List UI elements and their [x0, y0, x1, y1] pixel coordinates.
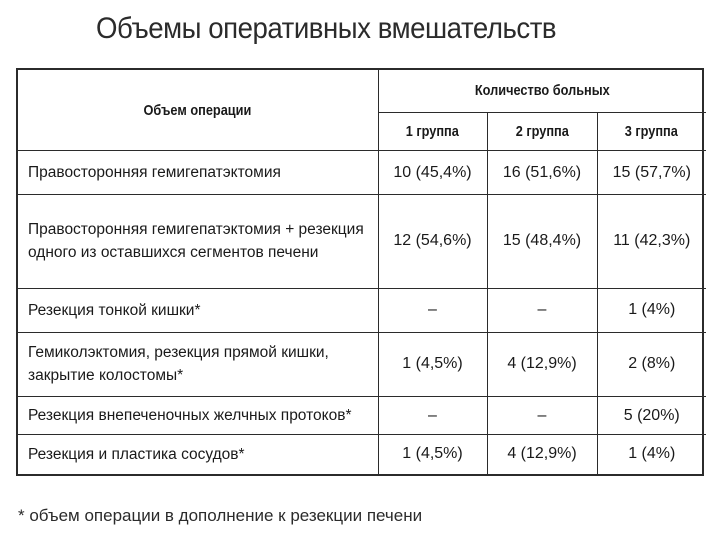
group-3-value: 1 (4%) [596, 433, 707, 474]
operations-table-frame: Объем операции Количество больных 1 груп… [16, 68, 707, 476]
operation-column-header: Объем операции [18, 70, 379, 152]
group-2-value: – [486, 287, 598, 333]
group-2-header: 2 группа [486, 111, 598, 152]
footnote: * объем операции в дополнение к резекции… [18, 506, 423, 525]
patient-count-header: Количество больных [377, 70, 707, 113]
operation-cell: Правосторонняя гемигепатэктомия + резекц… [18, 194, 379, 289]
page-title: Объемы оперативных вмешательств [96, 12, 557, 45]
table-row: Резекция внепеченочных желчных протоков*… [18, 396, 707, 435]
table-row: Гемиколэктомия, резекция прямой кишки, з… [18, 331, 707, 398]
table-row: Правосторонняя гемигепатэктомия 10 (45,4… [18, 150, 707, 196]
table-row: Правосторонняя гемигепатэктомия + резекц… [18, 194, 707, 289]
group-2-value: 4 (12,9%) [486, 331, 598, 398]
table-row: Резекция тонкой кишки* – – 1 (4%) [18, 287, 707, 333]
group-1-value: 10 (45,4%) [377, 150, 488, 196]
operation-cell: Правосторонняя гемигепатэктомия [18, 150, 379, 196]
operation-cell: Гемиколэктомия, резекция прямой кишки, з… [18, 331, 379, 398]
group-3-value: 15 (57,7%) [596, 150, 707, 196]
group-2-value: 4 (12,9%) [486, 433, 598, 474]
group-1-value: – [377, 287, 488, 333]
operation-cell: Резекция тонкой кишки* [18, 287, 379, 333]
group-3-header: 3 группа [596, 111, 707, 152]
group-2-value: 15 (48,4%) [486, 194, 598, 289]
group-3-value: 5 (20%) [596, 396, 707, 435]
group-1-value: 1 (4,5%) [377, 433, 488, 474]
group-1-value: 12 (54,6%) [377, 194, 488, 289]
group-3-value: 2 (8%) [596, 331, 707, 398]
operation-cell: Резекция внепеченочных желчных протоков* [18, 396, 379, 435]
group-2-value: – [486, 396, 598, 435]
group-3-value: 1 (4%) [596, 287, 707, 333]
group-2-value: 16 (51,6%) [486, 150, 598, 196]
group-1-header: 1 группа [378, 111, 488, 152]
group-3-value: 11 (42,3%) [596, 194, 707, 289]
operations-table: Объем операции Количество больных 1 груп… [18, 70, 707, 474]
group-1-value: – [377, 396, 488, 435]
operation-cell: Резекция и пластика сосудов* [18, 433, 379, 474]
group-1-value: 1 (4,5%) [377, 331, 488, 398]
table-row: Резекция и пластика сосудов* 1 (4,5%) 4 … [18, 433, 707, 474]
